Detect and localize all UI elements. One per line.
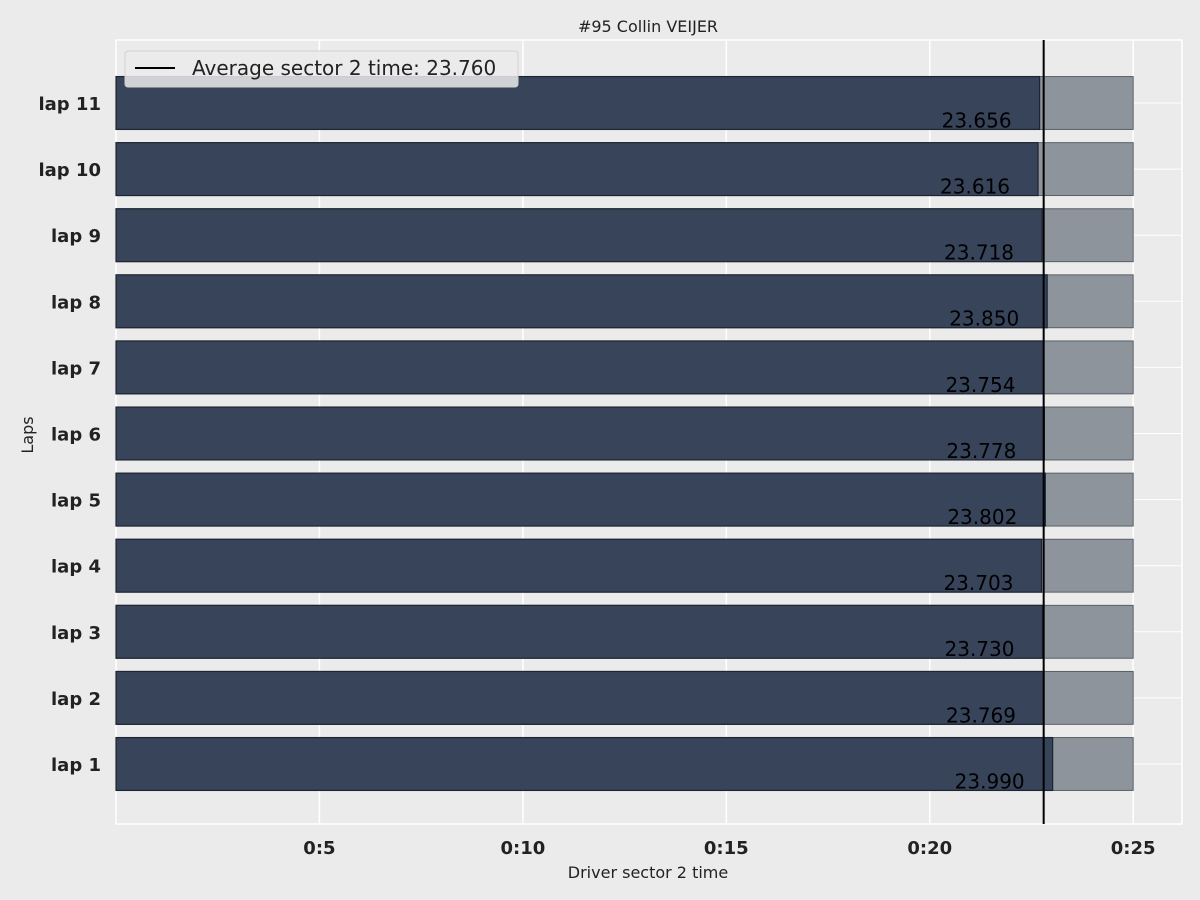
y-tick-label: lap 5 <box>51 491 101 512</box>
value-label-layer: 23.990 23.769 23.730 23.703 23.802 23.778 23.7… <box>940 108 1025 793</box>
bar-value-label: 23.616 <box>940 175 1010 199</box>
y-tick-label: lap 6 <box>51 425 101 446</box>
y-tick-label: lap 3 <box>51 623 101 644</box>
y-tick-label: lap 7 <box>51 358 101 379</box>
bar <box>115 538 1043 593</box>
x-tick-label: 0:20 <box>907 838 952 859</box>
bar <box>115 208 1043 263</box>
bar <box>115 472 1046 527</box>
bar <box>115 142 1039 197</box>
bar-value-label: 23.730 <box>945 637 1015 661</box>
bar-layer <box>115 75 1054 792</box>
bar <box>115 604 1044 659</box>
x-axis-title: Driver sector 2 time <box>568 863 728 882</box>
y-tick-labels: lap 1 lap 2 lap 3 lap 4 lap 5 lap 6 lap 7 lap 8… <box>38 94 101 776</box>
legend: Average sector 2 time: 23.760 <box>124 50 519 88</box>
bar <box>115 340 1045 395</box>
x-tick-label: 0:5 <box>303 838 335 859</box>
legend-box <box>124 50 519 88</box>
x-tick-label: 0:10 <box>500 838 545 859</box>
x-tick-label: 0:15 <box>704 838 749 859</box>
y-tick-label: lap 10 <box>38 160 101 181</box>
bar-value-label: 23.718 <box>944 241 1014 265</box>
bar-value-label: 23.656 <box>942 108 1012 132</box>
bar <box>115 670 1045 725</box>
y-tick-label: lap 9 <box>51 226 101 247</box>
x-tick-label: 0:25 <box>1111 838 1156 859</box>
bar <box>115 274 1048 329</box>
bar-value-label: 23.850 <box>949 307 1019 331</box>
y-tick-label: lap 4 <box>51 557 101 578</box>
y-tick-label: lap 2 <box>51 689 101 710</box>
bar-value-label: 23.754 <box>945 373 1015 397</box>
x-tick-labels: 0:5 0:10 0:15 0:20 0:25 <box>303 838 1155 859</box>
bar-value-label: 23.778 <box>946 439 1016 463</box>
chart-title: #95 Collin VEIJER <box>578 17 718 36</box>
bar-value-label: 23.769 <box>946 703 1016 727</box>
y-axis-title: Laps <box>18 416 37 453</box>
bar-value-label: 23.802 <box>947 505 1017 529</box>
y-tick-label: lap 11 <box>38 94 101 115</box>
y-tick-label: lap 1 <box>51 755 101 776</box>
bar <box>115 736 1054 792</box>
bar-value-label: 23.703 <box>943 571 1013 595</box>
y-tick-label: lap 8 <box>51 292 101 313</box>
bar-value-label: 23.990 <box>955 769 1025 793</box>
bar <box>115 406 1045 461</box>
legend-label: Average sector 2 time: 23.760 <box>192 56 496 80</box>
